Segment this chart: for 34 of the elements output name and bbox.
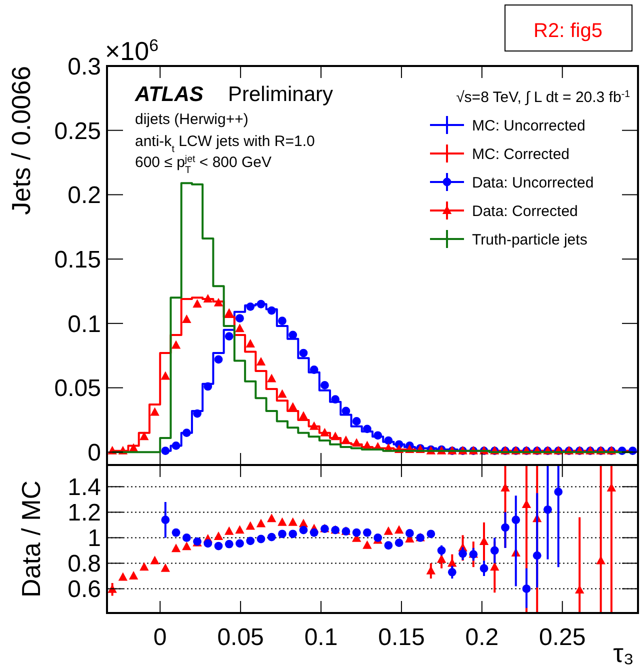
y-axis-title: Jets / 0.0066 bbox=[6, 66, 36, 215]
x-tick-label: 0 bbox=[153, 624, 167, 651]
y-tick-label: 0.1 bbox=[68, 310, 101, 338]
text: ×10$^{6}$ bbox=[105, 36, 159, 66]
annotation: √s=8 TeV, ∫ L dt = 20.3 fb$^{-1}$ bbox=[456, 88, 630, 106]
annotation: dijets (Herwig++) bbox=[135, 111, 248, 128]
y-tick-label: 0.2 bbox=[68, 182, 101, 210]
legend-label: Data: Uncorrected bbox=[472, 174, 594, 192]
y-tick-label: 0.05 bbox=[54, 375, 101, 402]
annotation: 600 ≤ p$_{T}$$^{jet}$ < 800 GeV bbox=[135, 154, 272, 176]
x-tick-label: 0.25 bbox=[539, 624, 586, 651]
x-axis-title: τ₃ bbox=[613, 638, 634, 668]
y-axis-title: Data / MC bbox=[16, 480, 46, 598]
y-tick-label: 0.6 bbox=[68, 576, 101, 604]
text: R2: fig5 bbox=[534, 20, 602, 42]
x-tick-label: 0.15 bbox=[378, 624, 425, 651]
y-tick-label: 0.15 bbox=[54, 246, 101, 274]
y-tick-label: 1.4 bbox=[68, 474, 101, 502]
x-tick-label: 0.1 bbox=[304, 624, 338, 651]
y-tick-label: 1 bbox=[88, 525, 101, 552]
annotation: Preliminary bbox=[228, 83, 334, 106]
legend-label: Data: Corrected bbox=[472, 202, 578, 220]
y-tick-label: 0.3 bbox=[68, 53, 101, 80]
y-tick-label: 0 bbox=[88, 440, 101, 467]
y-tick-label: 1.2 bbox=[68, 500, 101, 527]
legend-label: MC: Uncorrected bbox=[472, 117, 586, 134]
legend-label: MC: Corrected bbox=[472, 146, 570, 163]
annotation: ATLAS bbox=[134, 83, 204, 106]
y-tick-label: 0.25 bbox=[54, 118, 101, 145]
x-tick-label: 0.05 bbox=[217, 624, 264, 651]
annotation: anti-k$_{t}$ LCW jets with R=1.0 bbox=[135, 133, 315, 154]
legend-label: Truth-particle jets bbox=[472, 231, 588, 248]
y-tick-label: 0.8 bbox=[68, 550, 101, 578]
x-tick-label: 0.2 bbox=[465, 624, 499, 651]
